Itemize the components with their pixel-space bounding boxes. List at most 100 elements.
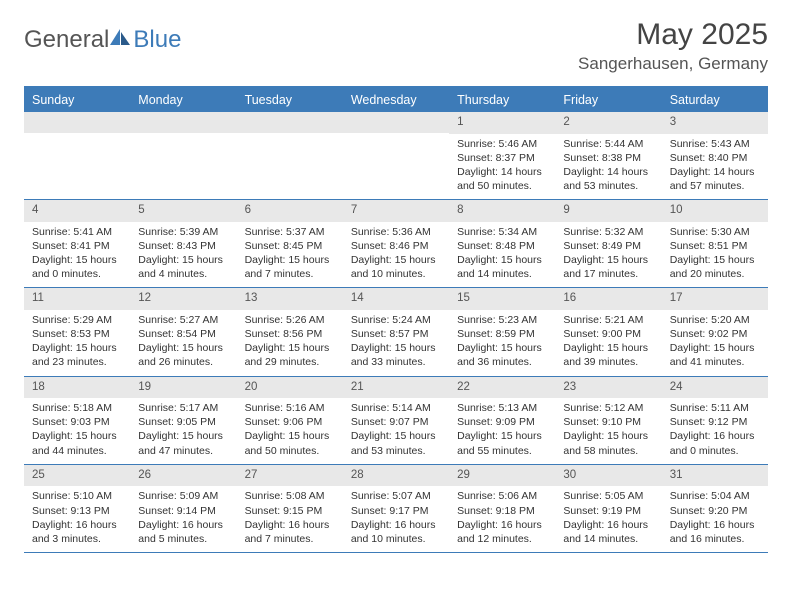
weekday-header: Sunday [24, 88, 130, 112]
sunrise-line: Sunrise: 5:11 AM [670, 401, 760, 415]
daylight-line: Daylight: 15 hours and 47 minutes. [138, 429, 228, 457]
day-cell: 18Sunrise: 5:18 AMSunset: 9:03 PMDayligh… [24, 377, 130, 464]
daylight-line: Daylight: 16 hours and 3 minutes. [32, 518, 122, 546]
page-title: May 2025 [578, 18, 768, 52]
day-number: 7 [343, 200, 449, 222]
day-body: Sunrise: 5:13 AMSunset: 9:09 PMDaylight:… [449, 398, 555, 464]
daylight-line: Daylight: 16 hours and 10 minutes. [351, 518, 441, 546]
day-number: 29 [449, 465, 555, 487]
day-body: Sunrise: 5:05 AMSunset: 9:19 PMDaylight:… [555, 486, 661, 552]
day-number: 1 [449, 112, 555, 134]
sunrise-line: Sunrise: 5:04 AM [670, 489, 760, 503]
daylight-line: Daylight: 15 hours and 58 minutes. [563, 429, 653, 457]
sunset-line: Sunset: 9:12 PM [670, 415, 760, 429]
sunrise-line: Sunrise: 5:09 AM [138, 489, 228, 503]
sunrise-line: Sunrise: 5:07 AM [351, 489, 441, 503]
day-body: Sunrise: 5:17 AMSunset: 9:05 PMDaylight:… [130, 398, 236, 464]
day-cell: 13Sunrise: 5:26 AMSunset: 8:56 PMDayligh… [237, 288, 343, 375]
day-number: 24 [662, 377, 768, 399]
day-body: Sunrise: 5:12 AMSunset: 9:10 PMDaylight:… [555, 398, 661, 464]
sunset-line: Sunset: 9:05 PM [138, 415, 228, 429]
daylight-line: Daylight: 16 hours and 5 minutes. [138, 518, 228, 546]
day-body: Sunrise: 5:43 AMSunset: 8:40 PMDaylight:… [662, 134, 768, 200]
sunset-line: Sunset: 8:46 PM [351, 239, 441, 253]
day-number: 25 [24, 465, 130, 487]
day-cell: 17Sunrise: 5:20 AMSunset: 9:02 PMDayligh… [662, 288, 768, 375]
sunrise-line: Sunrise: 5:24 AM [351, 313, 441, 327]
day-number: 23 [555, 377, 661, 399]
sunset-line: Sunset: 9:14 PM [138, 504, 228, 518]
daylight-line: Daylight: 15 hours and 44 minutes. [32, 429, 122, 457]
sunrise-line: Sunrise: 5:05 AM [563, 489, 653, 503]
calendar: SundayMondayTuesdayWednesdayThursdayFrid… [24, 86, 768, 553]
sunset-line: Sunset: 9:03 PM [32, 415, 122, 429]
logo-sail-icon [109, 28, 131, 46]
sunset-line: Sunset: 8:45 PM [245, 239, 335, 253]
sunrise-line: Sunrise: 5:30 AM [670, 225, 760, 239]
logo: General Blue [24, 26, 181, 54]
daylight-line: Daylight: 14 hours and 50 minutes. [457, 165, 547, 193]
sunrise-line: Sunrise: 5:20 AM [670, 313, 760, 327]
day-body: Sunrise: 5:18 AMSunset: 9:03 PMDaylight:… [24, 398, 130, 464]
daylight-line: Daylight: 14 hours and 53 minutes. [563, 165, 653, 193]
day-cell: 15Sunrise: 5:23 AMSunset: 8:59 PMDayligh… [449, 288, 555, 375]
weekday-header: Wednesday [343, 88, 449, 112]
week-row: 1Sunrise: 5:46 AMSunset: 8:37 PMDaylight… [24, 112, 768, 200]
day-cell [24, 112, 130, 199]
sunset-line: Sunset: 9:20 PM [670, 504, 760, 518]
day-number: 22 [449, 377, 555, 399]
day-cell: 22Sunrise: 5:13 AMSunset: 9:09 PMDayligh… [449, 377, 555, 464]
day-cell [237, 112, 343, 199]
day-cell: 9Sunrise: 5:32 AMSunset: 8:49 PMDaylight… [555, 200, 661, 287]
day-body: Sunrise: 5:36 AMSunset: 8:46 PMDaylight:… [343, 222, 449, 288]
sunset-line: Sunset: 9:02 PM [670, 327, 760, 341]
day-cell: 7Sunrise: 5:36 AMSunset: 8:46 PMDaylight… [343, 200, 449, 287]
day-body: Sunrise: 5:37 AMSunset: 8:45 PMDaylight:… [237, 222, 343, 288]
empty-day-header [24, 112, 130, 133]
day-body: Sunrise: 5:16 AMSunset: 9:06 PMDaylight:… [237, 398, 343, 464]
sunrise-line: Sunrise: 5:36 AM [351, 225, 441, 239]
sunrise-line: Sunrise: 5:41 AM [32, 225, 122, 239]
day-body: Sunrise: 5:06 AMSunset: 9:18 PMDaylight:… [449, 486, 555, 552]
day-cell: 21Sunrise: 5:14 AMSunset: 9:07 PMDayligh… [343, 377, 449, 464]
day-body: Sunrise: 5:26 AMSunset: 8:56 PMDaylight:… [237, 310, 343, 376]
header: General Blue May 2025 Sangerhausen, Germ… [24, 18, 768, 74]
day-number: 2 [555, 112, 661, 134]
day-cell: 8Sunrise: 5:34 AMSunset: 8:48 PMDaylight… [449, 200, 555, 287]
logo-text-2: Blue [133, 26, 181, 54]
sunset-line: Sunset: 8:53 PM [32, 327, 122, 341]
day-cell: 31 Sunrise: 5:04 AMSunset: 9:20 PMDayligh… [662, 465, 768, 552]
day-body: Sunrise: 5:14 AMSunset: 9:07 PMDaylight:… [343, 398, 449, 464]
day-cell [343, 112, 449, 199]
sunset-line: Sunset: 9:18 PM [457, 504, 547, 518]
sunrise-line: Sunrise: 5:39 AM [138, 225, 228, 239]
daylight-line: Daylight: 15 hours and 20 minutes. [670, 253, 760, 281]
daylight-line: Daylight: 16 hours and 7 minutes. [245, 518, 335, 546]
sunrise-line: Sunrise: 5:18 AM [32, 401, 122, 415]
weekday-header: Saturday [662, 88, 768, 112]
daylight-line: Daylight: 16 hours and 16 minutes. [670, 518, 760, 546]
sunset-line: Sunset: 9:17 PM [351, 504, 441, 518]
day-body: Sunrise: 5:29 AMSunset: 8:53 PMDaylight:… [24, 310, 130, 376]
day-number: 31 [662, 465, 768, 487]
day-cell [130, 112, 236, 199]
sunset-line: Sunset: 8:57 PM [351, 327, 441, 341]
day-cell: 12Sunrise: 5:27 AMSunset: 8:54 PMDayligh… [130, 288, 236, 375]
sunset-line: Sunset: 8:56 PM [245, 327, 335, 341]
sunrise-line: Sunrise: 5:32 AM [563, 225, 653, 239]
sunrise-line: Sunrise: 5:37 AM [245, 225, 335, 239]
sunrise-line: Sunrise: 5:10 AM [32, 489, 122, 503]
empty-day-header [237, 112, 343, 133]
sunrise-line: Sunrise: 5:06 AM [457, 489, 547, 503]
empty-day-header [343, 112, 449, 133]
day-cell: 27Sunrise: 5:08 AMSunset: 9:15 PMDayligh… [237, 465, 343, 552]
sunrise-line: Sunrise: 5:26 AM [245, 313, 335, 327]
day-cell: 19Sunrise: 5:17 AMSunset: 9:05 PMDayligh… [130, 377, 236, 464]
weeks-container: 1Sunrise: 5:46 AMSunset: 8:37 PMDaylight… [24, 112, 768, 553]
sunrise-line: Sunrise: 5:34 AM [457, 225, 547, 239]
sunrise-line: Sunrise: 5:12 AM [563, 401, 653, 415]
day-number: 30 [555, 465, 661, 487]
day-cell: 4Sunrise: 5:41 AMSunset: 8:41 PMDaylight… [24, 200, 130, 287]
sunset-line: Sunset: 8:43 PM [138, 239, 228, 253]
weekday-header: Friday [555, 88, 661, 112]
